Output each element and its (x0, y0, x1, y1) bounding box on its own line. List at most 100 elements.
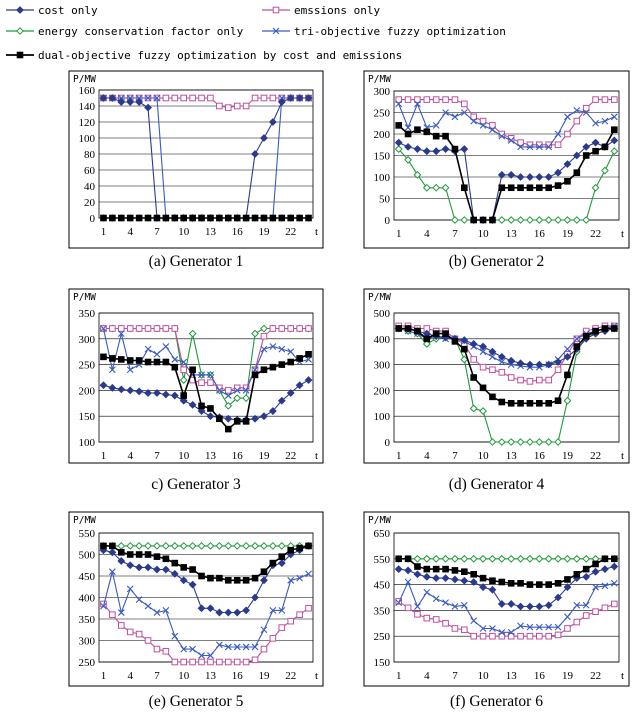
data-point (395, 598, 402, 605)
data-point (469, 340, 478, 348)
data-point (545, 632, 552, 640)
data-point (573, 335, 581, 343)
data-point (404, 604, 412, 612)
data-point (451, 96, 459, 103)
data-point (572, 151, 581, 160)
data-point (117, 356, 125, 363)
panel-caption: (f) Generator 6 (450, 693, 543, 710)
data-point (432, 330, 440, 337)
data-point (497, 554, 506, 563)
x-tick-label: 1 (396, 670, 402, 682)
data-point (207, 574, 214, 582)
data-point (526, 184, 534, 192)
data-point (153, 358, 161, 366)
chart-panel-1: 0 20 40 60 80 100 120 140 160 1 4 7 10 13 16 19 22 t P/MW (… (68, 70, 324, 270)
x-tick-label: 7 (154, 226, 160, 238)
data-point (144, 345, 152, 353)
legend-marker (16, 27, 24, 35)
data-point (395, 96, 402, 103)
series-dual-objective-fuzzy-optimization-by-cost-and-emissions (395, 325, 618, 407)
y-tick-label: 350 (79, 614, 96, 626)
x-tick-label: 13 (506, 228, 518, 240)
data-point (287, 546, 295, 554)
data-point (269, 325, 277, 332)
series-tri-objective-fuzzy-optimization (395, 578, 618, 636)
series-emssions-only (395, 96, 618, 149)
data-point (109, 214, 116, 222)
data-point (269, 214, 277, 222)
data-point (497, 352, 506, 361)
y-tick-label: 50 (379, 194, 391, 206)
x-tick-label: 7 (452, 228, 458, 240)
data-point (117, 330, 125, 338)
data-point (545, 376, 552, 384)
data-point (591, 138, 600, 147)
series-dual-objective-fuzzy-optimization-by-cost-and-emissions (100, 350, 312, 433)
data-point (260, 324, 268, 333)
legend-marker (16, 51, 24, 59)
data-point (489, 126, 496, 134)
data-point (153, 565, 161, 574)
data-point (278, 553, 286, 560)
legend-marker (16, 6, 24, 14)
data-point (517, 400, 524, 407)
data-point (554, 182, 562, 189)
data-point (171, 363, 179, 371)
data-point (479, 342, 487, 351)
series-dual-objective-fuzzy-optimization-by-cost-and-emissions (100, 214, 312, 222)
x-tick-label: 22 (285, 226, 296, 238)
data-point (224, 658, 232, 666)
data-point (296, 214, 303, 222)
y-tick-label: 0 (385, 215, 391, 227)
data-point (413, 570, 422, 579)
data-point (117, 214, 125, 222)
data-point (536, 376, 543, 384)
data-point (610, 562, 619, 571)
legend-item-tri-objective-fuzzy-optimization: tri-objective fuzzy optimization (262, 25, 506, 38)
data-point (554, 623, 562, 631)
data-point (414, 603, 421, 610)
x-axis-label: t (315, 670, 318, 682)
data-point (153, 94, 161, 102)
data-point (135, 630, 143, 638)
data-point (479, 407, 487, 415)
chart-frame (363, 511, 630, 687)
data-point (162, 325, 170, 332)
x-tick-label: 4 (127, 450, 133, 462)
data-point (451, 145, 459, 153)
data-point (100, 542, 107, 550)
data-point (601, 166, 609, 175)
data-point (117, 385, 126, 394)
data-point (260, 412, 268, 421)
data-point (269, 343, 277, 350)
chart-frame (68, 511, 324, 687)
data-point (423, 614, 431, 622)
data-point (305, 570, 312, 578)
data-point (507, 137, 515, 144)
data-point (296, 611, 303, 619)
data-point (153, 214, 161, 222)
data-point (564, 371, 571, 379)
data-point (422, 572, 431, 581)
data-point (117, 94, 125, 102)
data-point (507, 600, 516, 608)
data-point (179, 541, 188, 550)
data-point (242, 214, 250, 222)
data-point (601, 143, 609, 151)
data-point (461, 568, 468, 576)
data-point (517, 143, 524, 151)
data-point (536, 632, 543, 640)
data-point (572, 554, 581, 563)
data-point (442, 96, 449, 103)
data-point (207, 405, 214, 412)
data-point (422, 183, 431, 192)
x-tick-label: 13 (205, 670, 217, 682)
x-tick-label: 7 (154, 450, 160, 462)
data-point (277, 541, 286, 550)
data-point (207, 379, 214, 386)
x-tick-label: 4 (127, 670, 133, 682)
data-point (277, 396, 286, 405)
data-point (498, 369, 506, 376)
data-point (224, 214, 232, 222)
data-point (179, 396, 188, 405)
